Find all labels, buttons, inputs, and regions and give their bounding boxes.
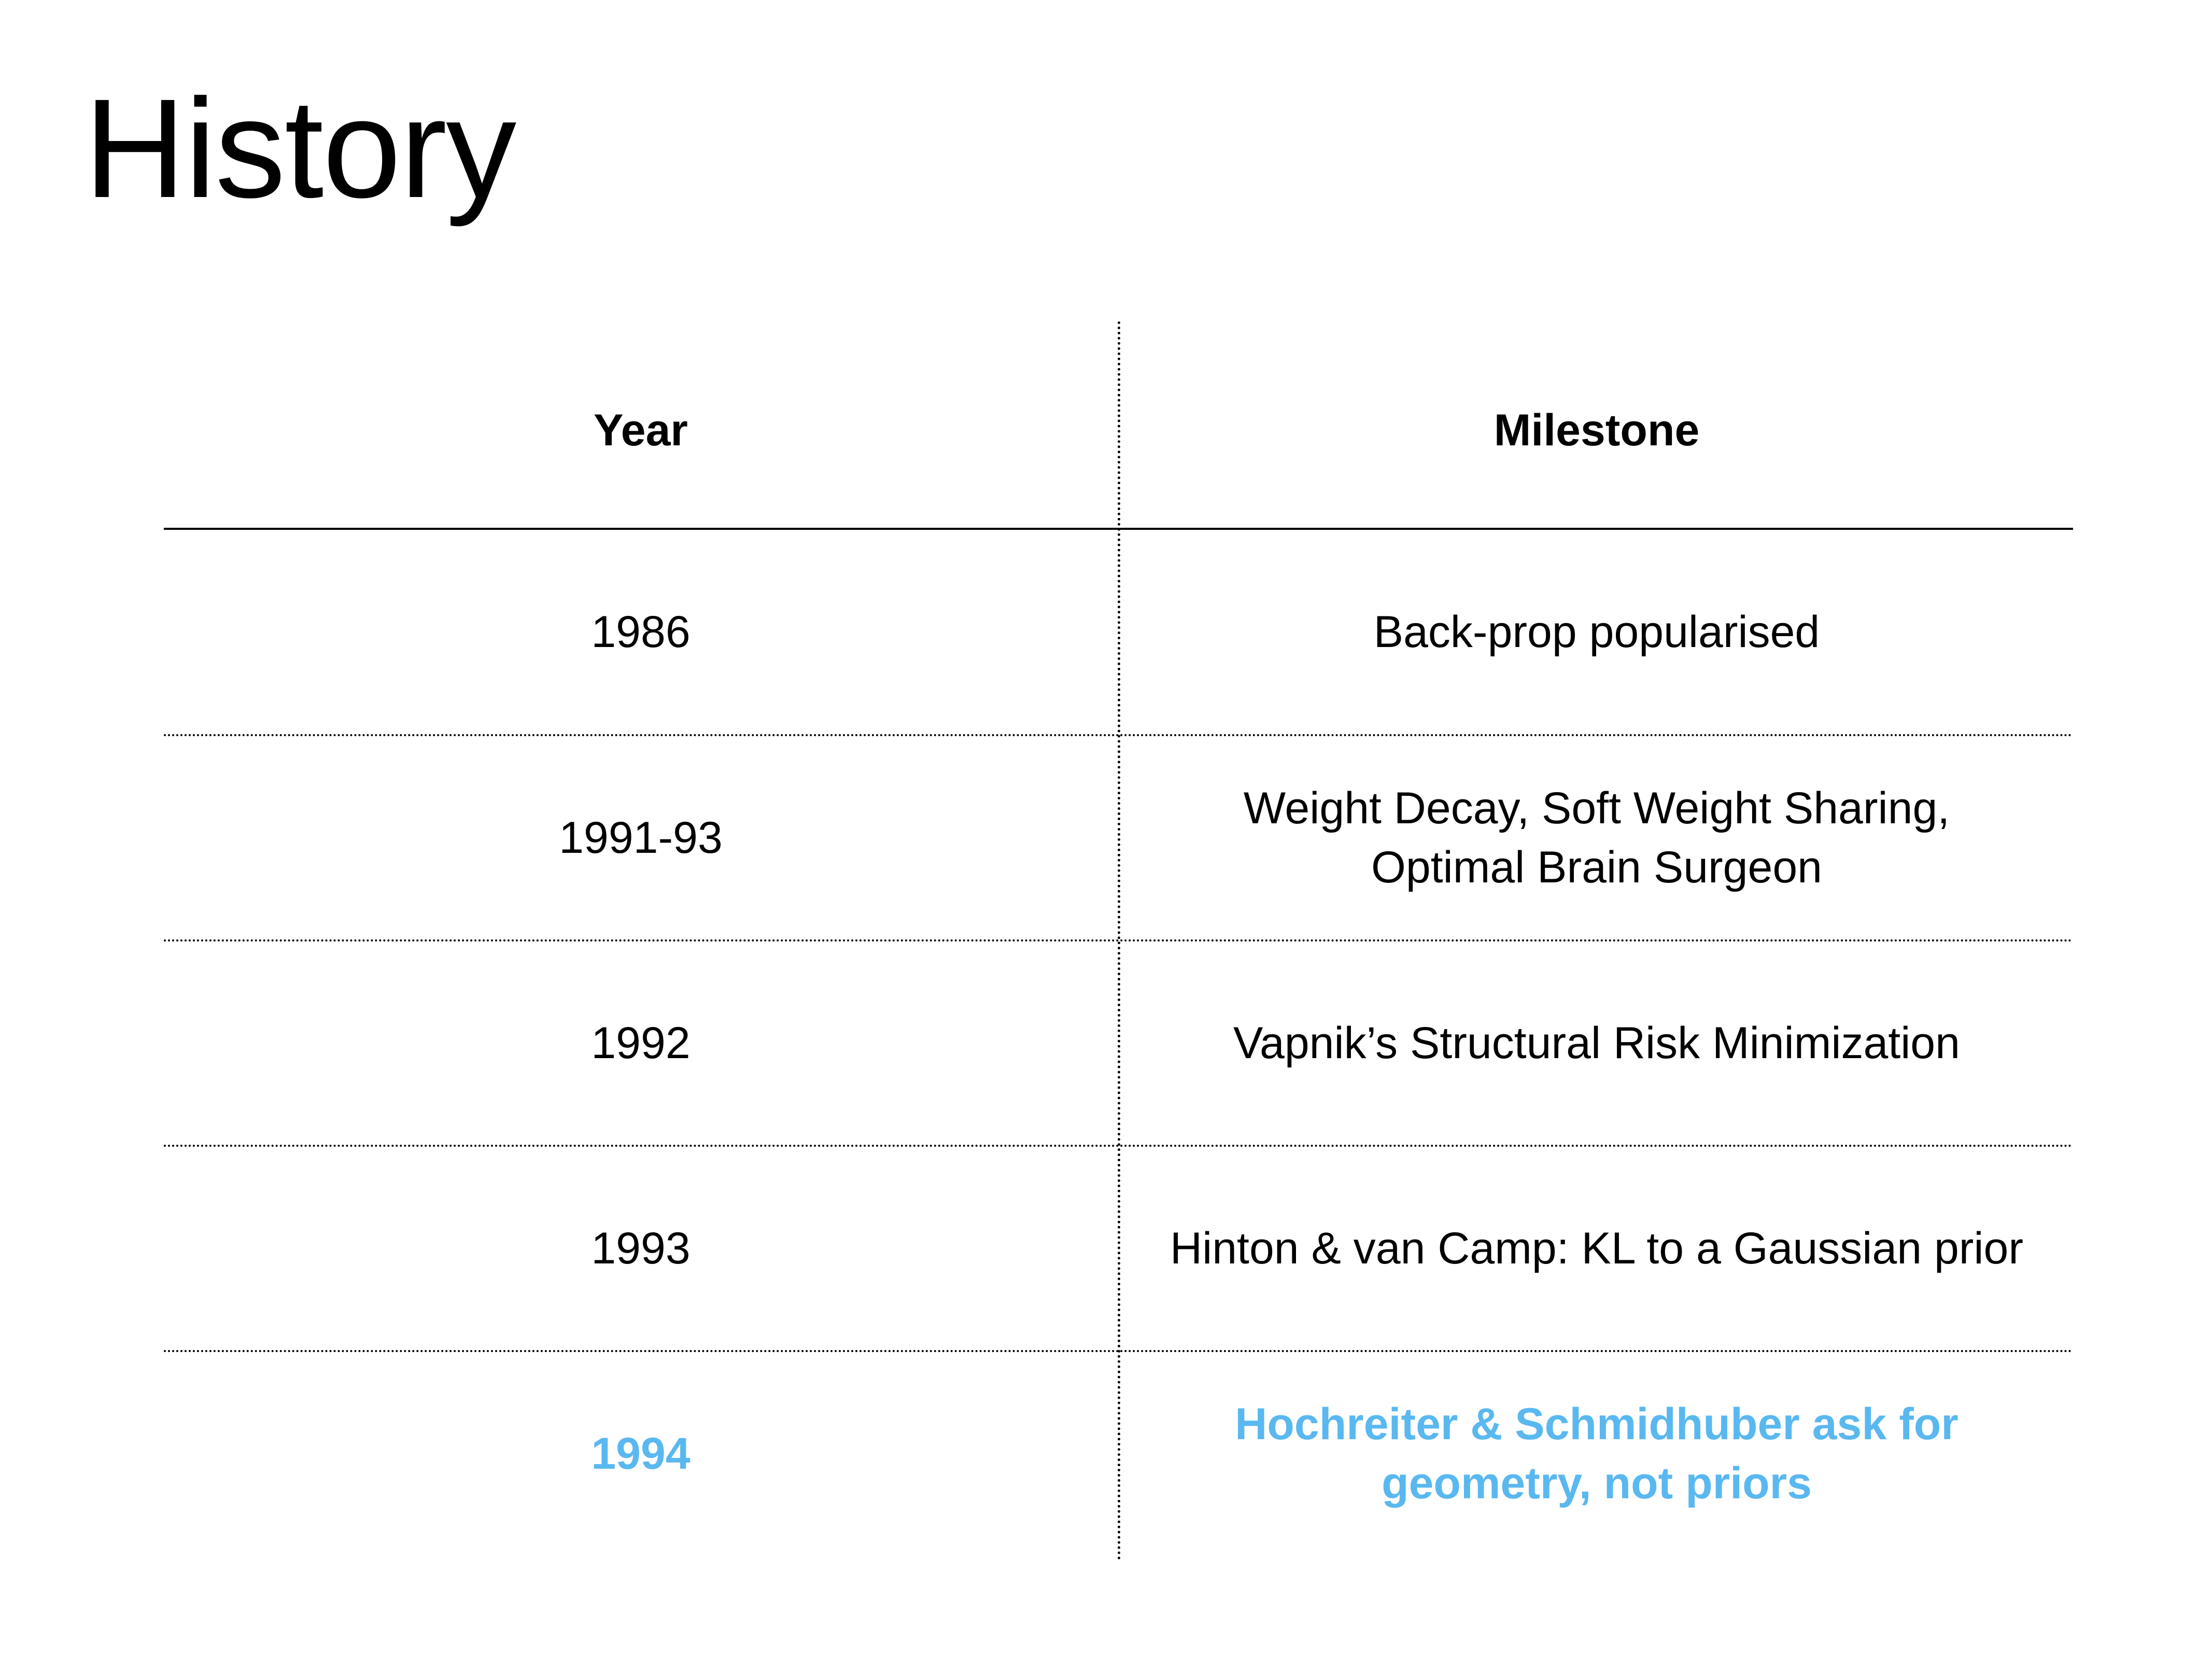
row-1-milestone: Back-prop popularised: [1373, 607, 1820, 657]
header-year: Year: [594, 405, 688, 455]
header-divider: [164, 528, 2073, 530]
row-divider: [164, 734, 2073, 736]
row-5-year: 1994: [591, 1428, 691, 1479]
header-milestone: Milestone: [1494, 405, 1700, 455]
row-4-milestone: Hinton & van Camp: KL to a Gaussian prio…: [1170, 1223, 2023, 1273]
history-table: Year Milestone 1986 Back-prop popularise…: [164, 321, 2073, 1560]
row-3-year: 1992: [591, 1018, 691, 1068]
row-divider: [164, 1145, 2073, 1147]
row-5-milestone: Hochreiter & Schmidhuber ask for geometr…: [1235, 1399, 1959, 1508]
row-2-milestone: Weight Decay, Soft Weight Sharing, Optim…: [1243, 783, 1950, 892]
row-4-year: 1993: [591, 1223, 691, 1273]
row-3-milestone: Vapnik’s Structural Risk Minimization: [1233, 1018, 1960, 1068]
row-1-year: 1986: [591, 607, 691, 657]
slide-title: History: [84, 69, 516, 227]
row-divider: [164, 1350, 2073, 1352]
row-2-year: 1991-93: [559, 812, 723, 863]
row-divider: [164, 939, 2073, 941]
